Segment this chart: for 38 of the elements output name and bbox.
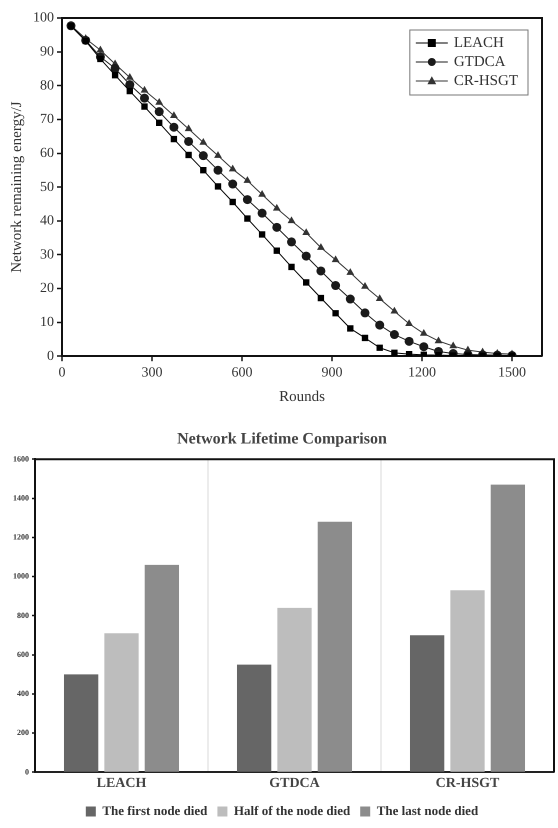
y-tick-label: 70 (40, 112, 54, 128)
y-tick-label: 0 (47, 348, 54, 364)
chart-title: Network Lifetime Comparison (177, 430, 387, 448)
legend-label: The last node died (376, 802, 479, 818)
legend-label: GTDCA (454, 54, 506, 70)
x-tick-label: 600 (232, 365, 252, 380)
y-tick-label: 90 (40, 44, 54, 60)
y-tick-label: 10 (40, 315, 54, 330)
legend-label: Half of the node died (234, 802, 351, 818)
y-tick-label: 1600 (13, 454, 29, 464)
y-tick-label: 0 (25, 767, 29, 776)
y-tick-label: 600 (17, 650, 29, 659)
x-tick-label: 300 (142, 365, 162, 380)
y-tick-label: 50 (40, 180, 54, 195)
legend-label: CR-HSGT (454, 72, 518, 89)
x-tick-label: GTDCA (269, 776, 321, 792)
x-tick-label: 1500 (498, 365, 526, 380)
y-axis-title: Network remaining energy/J (8, 101, 25, 273)
x-tick-label: 1200 (408, 365, 436, 380)
y-tick-label: 1000 (13, 572, 29, 581)
y-tick-label: 40 (40, 214, 54, 229)
y-tick-label: 400 (17, 689, 29, 698)
y-tick-label: 100 (33, 10, 54, 26)
x-axis-title: Rounds (279, 388, 326, 405)
legend-label: LEACH (454, 34, 504, 51)
x-tick-label: 900 (322, 365, 342, 380)
y-tick-label: 1200 (13, 532, 29, 542)
y-tick-label: 200 (17, 728, 29, 738)
x-tick-label: CR-HSGT (436, 776, 500, 792)
y-tick-label: 20 (40, 281, 54, 296)
x-tick-label: LEACH (96, 776, 146, 792)
x-tick-label: 0 (58, 365, 66, 380)
y-tick-label: 60 (40, 146, 54, 161)
y-tick-label: 30 (40, 247, 54, 262)
y-tick-label: 1400 (13, 493, 29, 502)
y-tick-label: 80 (40, 78, 54, 94)
legend-label: The first node died (102, 802, 208, 818)
y-tick-label: 800 (17, 610, 29, 620)
